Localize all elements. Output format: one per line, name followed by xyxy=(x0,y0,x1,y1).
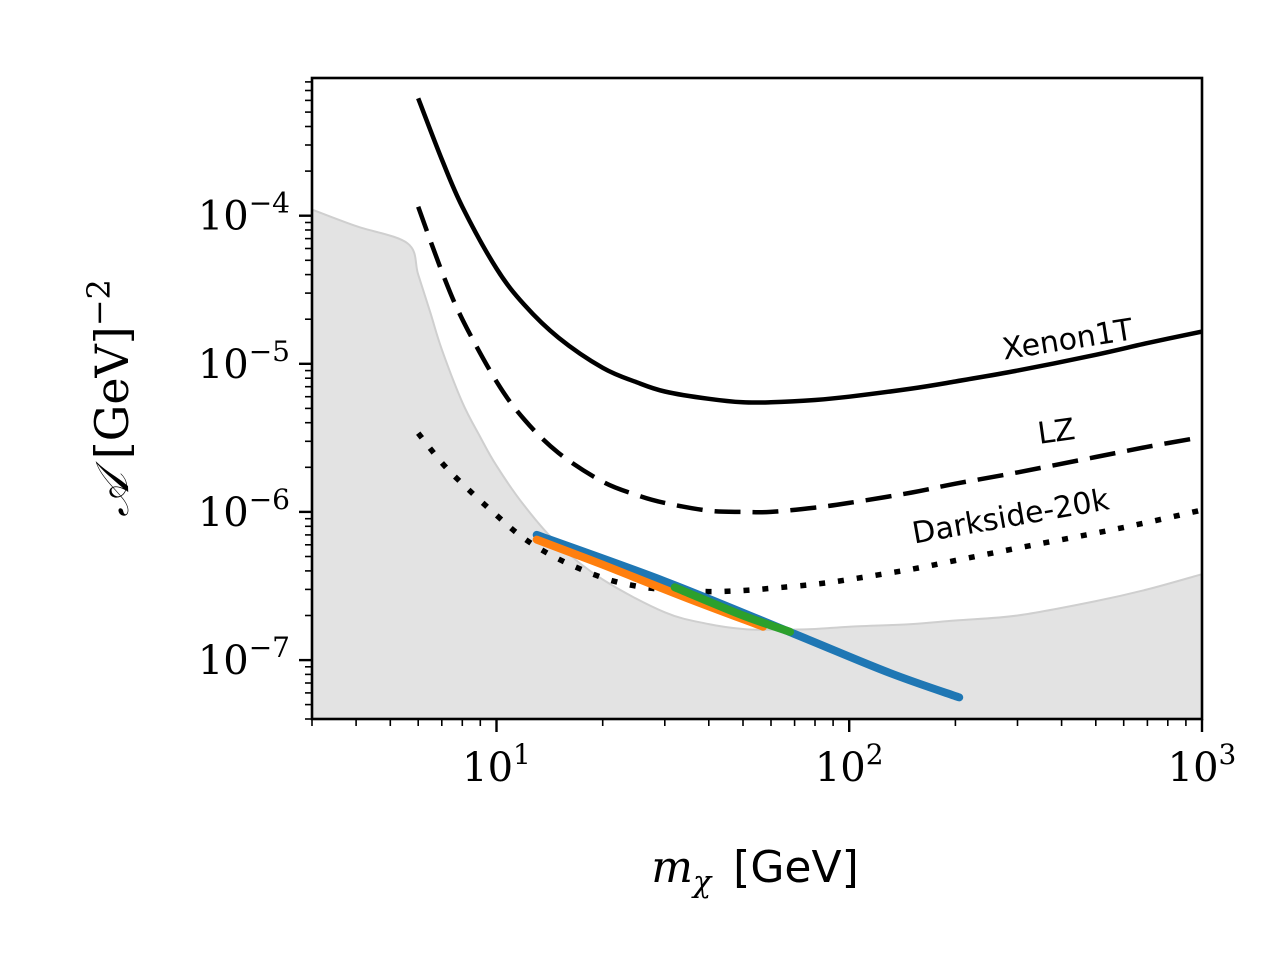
y-tick-label-exponent: −7 xyxy=(249,631,290,664)
y-tick-label-base: 10 xyxy=(198,490,249,536)
y-tick-label-base: 10 xyxy=(198,638,249,684)
series-layer xyxy=(416,97,1202,702)
annotation-lz: LZ xyxy=(1035,412,1077,452)
y-tick-label-base: 10 xyxy=(198,194,249,240)
plot-area xyxy=(312,97,1202,719)
x-tick-label: 103 xyxy=(1168,738,1237,791)
excluded-region xyxy=(312,209,1202,719)
y-axis-ticks: 10−410−510−610−7 xyxy=(198,81,312,720)
series-green-band xyxy=(670,583,795,636)
series-lz xyxy=(416,205,1202,515)
x-tick-label-exponent: 3 xyxy=(1219,738,1237,771)
y-tick-label: 10−6 xyxy=(198,483,290,536)
x-axis-ticks: 101 102 103 xyxy=(311,719,1237,791)
x-tick-label-base: 10 xyxy=(462,745,513,791)
y-tick-label-exponent: −5 xyxy=(249,335,290,368)
x-axis-label-subscript: χ xyxy=(691,865,713,900)
x-tick-label-exponent: 2 xyxy=(866,738,884,771)
x-tick-label-base: 10 xyxy=(1168,745,1219,791)
excluded-region-edge xyxy=(312,208,1202,631)
y-tick-label: 10−7 xyxy=(198,631,290,684)
y-axis-label-exponent: −2 xyxy=(80,279,118,326)
y-tick-label-exponent: −4 xyxy=(249,187,290,220)
x-axis-label: mχ [GeV] xyxy=(651,842,859,900)
x-tick-label: 102 xyxy=(815,738,884,791)
y-tick-label: 10−5 xyxy=(198,335,290,388)
y-axis-label-unit: [GeV] xyxy=(85,326,139,459)
series-xenon1t xyxy=(416,97,1202,405)
series-darkside-20k xyxy=(416,431,1202,595)
x-axis-label-symbol: m xyxy=(651,842,693,893)
y-tick-label-exponent: −6 xyxy=(249,483,290,516)
x-axis-label-unit: [GeV] xyxy=(733,842,859,893)
x-tick-label: 101 xyxy=(462,738,531,791)
y-tick-label-base: 10 xyxy=(198,342,249,388)
x-tick-label-exponent: 1 xyxy=(513,738,531,771)
axes-frame xyxy=(310,76,1204,721)
y-tick-label: 10−4 xyxy=(198,187,290,240)
x-tick-label-base: 10 xyxy=(815,745,866,791)
